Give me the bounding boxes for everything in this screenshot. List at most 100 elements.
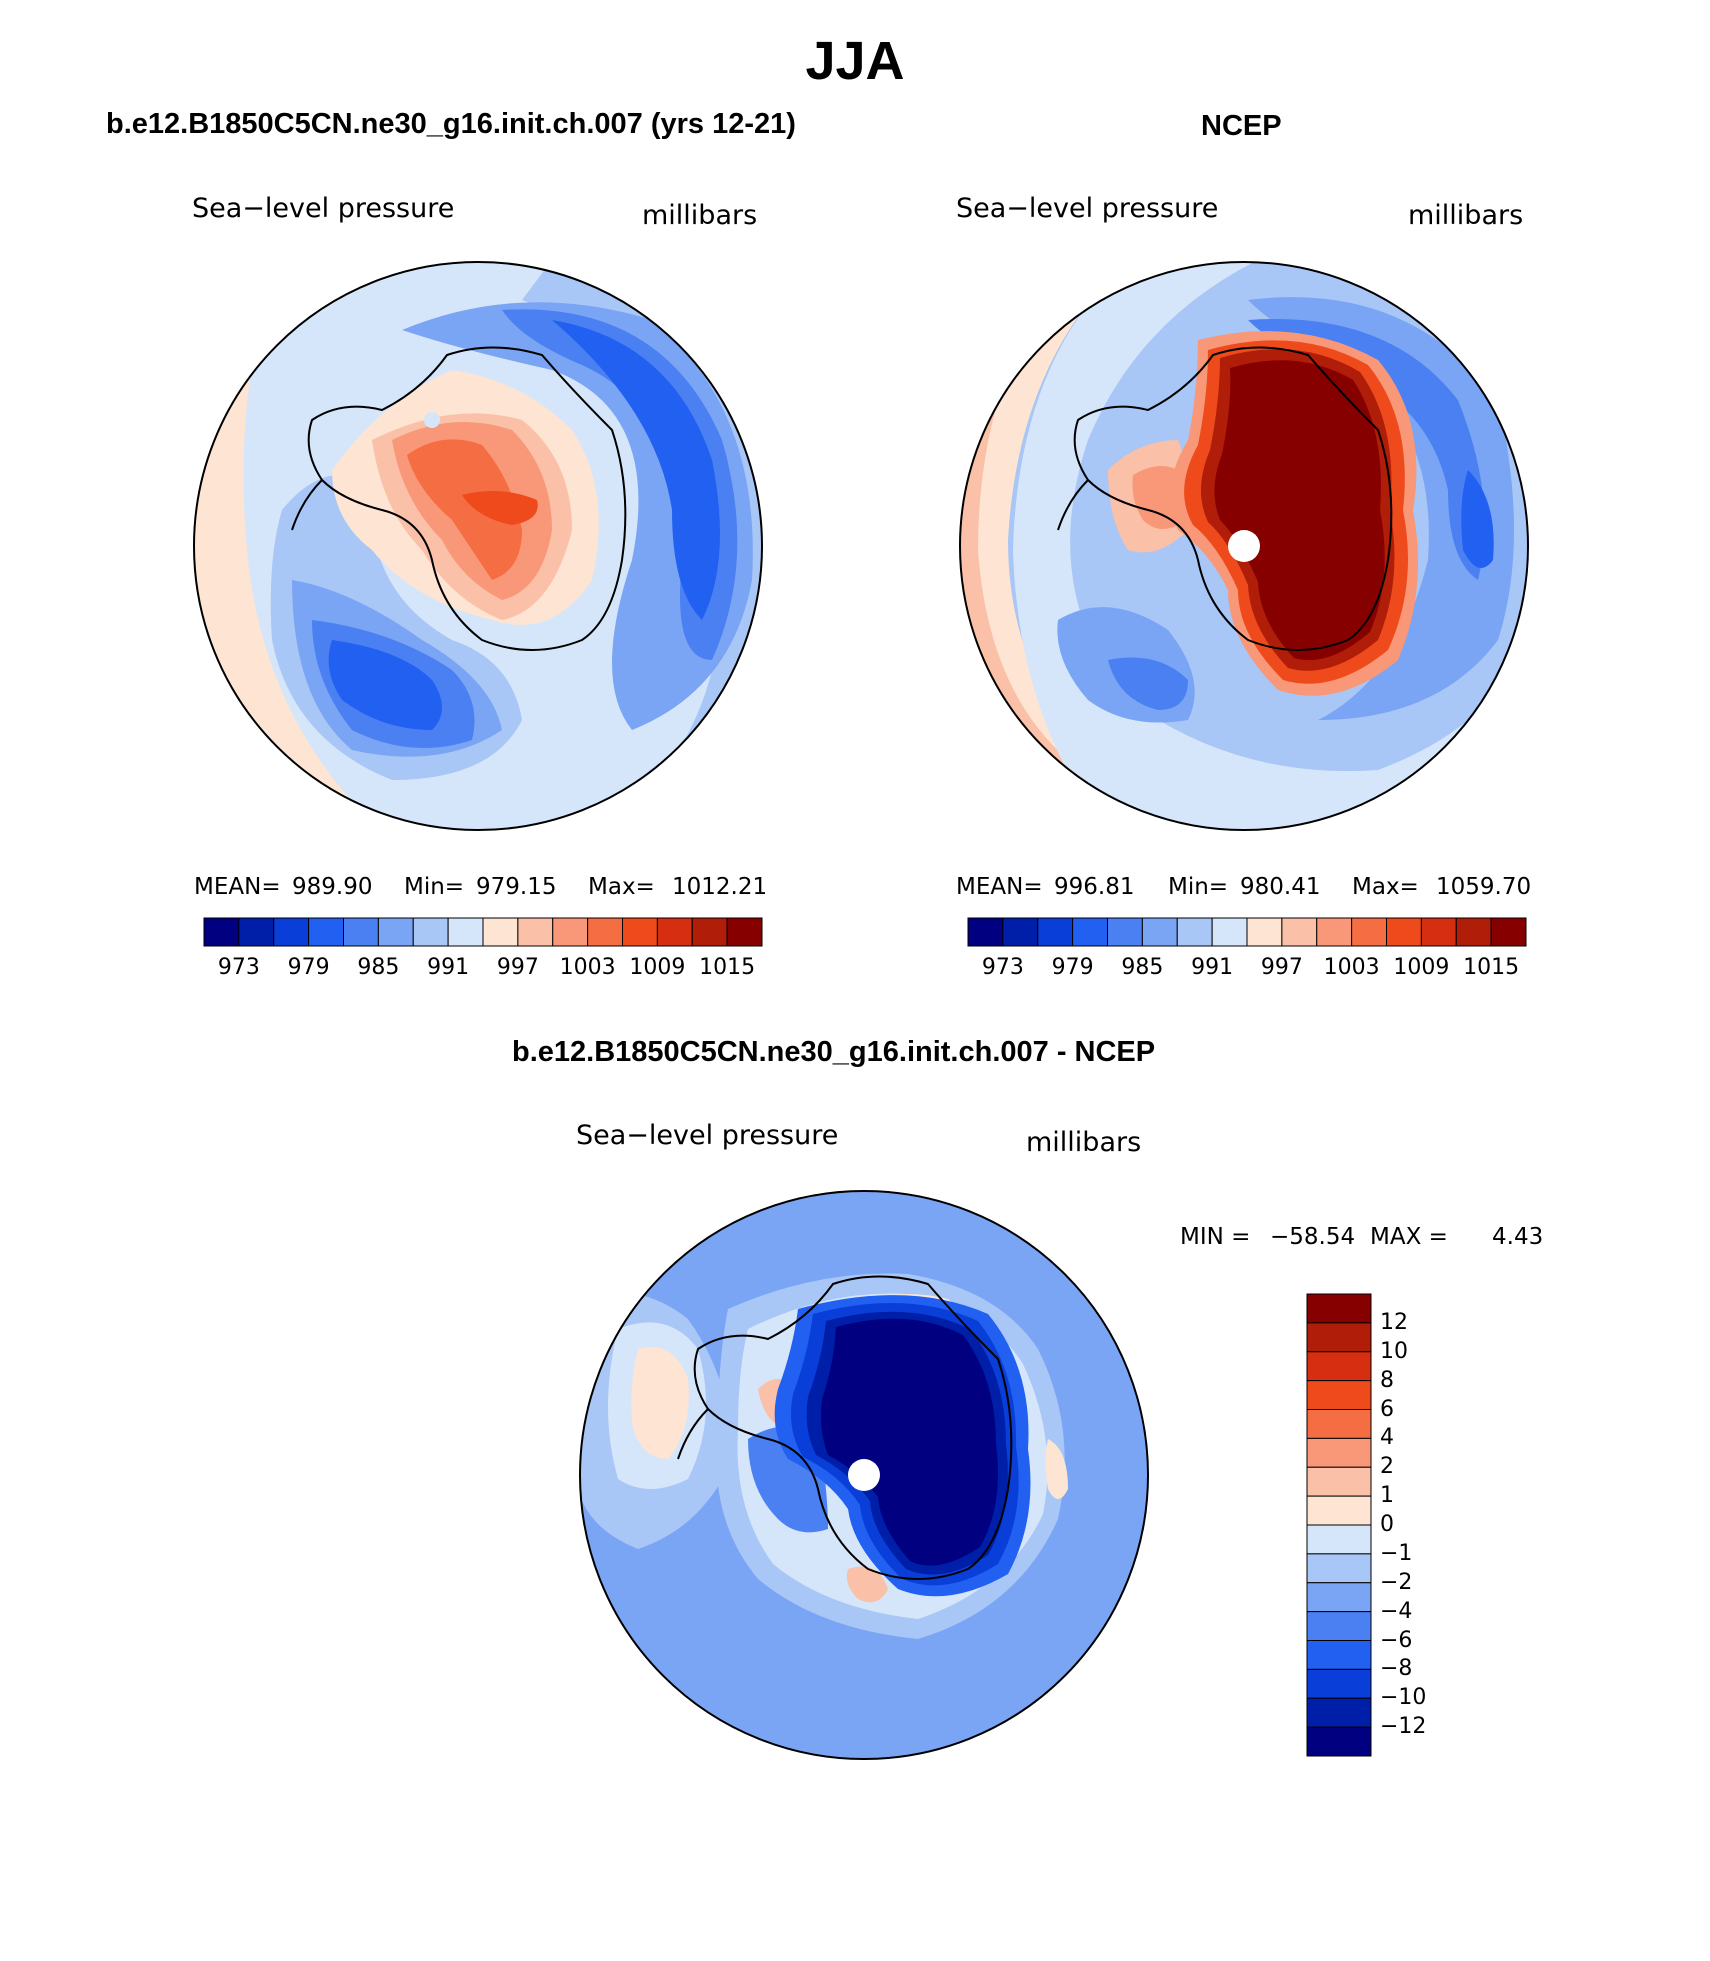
colorbar-tick-label: 997	[496, 955, 539, 980]
colorbar-swatch	[1306, 1380, 1372, 1410]
panel-model-stats-mean: 989.90	[292, 874, 373, 900]
panel-diff-stats-max-label: MAX =	[1370, 1224, 1448, 1250]
colorbar-swatch	[517, 917, 554, 947]
colorbar-tick-label: 0	[1380, 1512, 1394, 1537]
colorbar-swatch	[1176, 917, 1213, 947]
colorbar-swatch	[1306, 1553, 1372, 1584]
panel-model-stats-min: 979.15	[476, 874, 557, 900]
colorbar-swatch	[1306, 1697, 1372, 1728]
colorbar-swatch	[377, 917, 414, 947]
colorbar-tick-label: 1009	[1393, 955, 1450, 980]
colorbar-tick-label: 985	[1121, 955, 1164, 980]
panel-obs-colorbar	[967, 917, 1527, 947]
panel-diff-title: b.e12.B1850C5CN.ne30_g16.init.ch.007 - N…	[512, 1036, 1156, 1068]
colorbar-swatch	[1306, 1668, 1372, 1699]
panel-obs-stats-max-label: Max=	[1352, 874, 1419, 900]
colorbar-swatch	[1107, 917, 1143, 947]
panel-obs-stats-min: 980.41	[1240, 874, 1321, 900]
colorbar-swatch	[622, 917, 658, 947]
colorbar-tick-label: −8	[1380, 1656, 1413, 1682]
colorbar-tick-label: 6	[1380, 1396, 1394, 1422]
colorbar-swatch	[1306, 1611, 1372, 1641]
colorbar-swatch	[1306, 1640, 1372, 1670]
colorbar-tick-label: −6	[1380, 1627, 1413, 1653]
colorbar-tick-label: 1015	[699, 955, 756, 980]
panel-diff-stats-max: 4.43	[1492, 1224, 1544, 1250]
colorbar-swatch	[1306, 1293, 1372, 1324]
colorbar-tick-label: 2	[1380, 1454, 1394, 1480]
figure-title: JJA	[805, 31, 905, 91]
colorbar-tick-label: 10	[1380, 1338, 1408, 1364]
colorbar-tick-label: 4	[1380, 1425, 1394, 1451]
colorbar-swatch	[1306, 1582, 1372, 1613]
colorbar-swatch	[273, 917, 310, 947]
colorbar-swatch	[412, 917, 449, 947]
colorbar-swatch	[1455, 917, 1492, 947]
panel-diff-stats-min: −58.54	[1270, 1224, 1356, 1250]
panel-model-colorbar	[203, 917, 763, 947]
colorbar-swatch	[587, 917, 623, 947]
panel-diff-variable-label: Sea−level pressure	[576, 1120, 839, 1151]
colorbar-swatch	[1490, 917, 1527, 947]
panel-model-variable-label: Sea−level pressure	[192, 193, 455, 224]
colorbar-swatch	[691, 917, 728, 947]
colorbar-swatch	[1306, 1524, 1372, 1555]
panel-obs-stats-max: 1059.70	[1436, 874, 1532, 900]
colorbar-tick-label: −10	[1380, 1685, 1427, 1711]
panel-obs-stats-min-label: Min=	[1168, 874, 1229, 900]
colorbar-swatch	[1002, 917, 1039, 947]
colorbar-swatch	[203, 917, 240, 947]
panel-obs-variable-label: Sea−level pressure	[956, 193, 1219, 224]
colorbar-tick-label: 1009	[629, 955, 686, 980]
colorbar-tick-label: −4	[1380, 1598, 1413, 1624]
panel-model-polar-map	[193, 261, 763, 831]
colorbar-swatch	[1306, 1322, 1372, 1353]
colorbar-tick-label: 973	[981, 955, 1024, 980]
colorbar-tick-label: 985	[357, 955, 400, 980]
colorbar-tick-label: 997	[1260, 955, 1303, 980]
colorbar-swatch	[1246, 917, 1283, 947]
colorbar-tick-label: 1003	[1323, 955, 1380, 980]
colorbar-swatch	[1306, 1726, 1372, 1757]
panel-model-stats-max: 1012.21	[672, 874, 768, 900]
colorbar-swatch	[726, 917, 763, 947]
panel-obs-units-label: millibars	[1408, 200, 1524, 231]
colorbar-swatch	[1072, 917, 1108, 947]
colorbar-tick-label: 8	[1380, 1367, 1394, 1393]
panel-model-stats-mean-label: MEAN=	[194, 874, 281, 900]
colorbar-tick-label: −2	[1380, 1569, 1413, 1595]
panel-obs-stats-mean: 996.81	[1054, 874, 1135, 900]
colorbar-tick-label: −1	[1380, 1540, 1413, 1566]
panel-diff-polar-map	[579, 1190, 1149, 1760]
panel-obs-polar-map	[959, 261, 1529, 831]
panel-diff-units-label: millibars	[1026, 1127, 1142, 1158]
colorbar-swatch	[1316, 917, 1353, 947]
panel-diff-stats-min-label: MIN =	[1180, 1224, 1251, 1250]
colorbar-swatch	[1037, 917, 1074, 947]
colorbar-tick-label: 1003	[559, 955, 616, 980]
colorbar-swatch	[447, 917, 484, 947]
colorbar-swatch	[1351, 917, 1387, 947]
colorbar-swatch	[1420, 917, 1457, 947]
panel-obs-stats-mean-label: MEAN=	[956, 874, 1043, 900]
colorbar-tick-label: 12	[1380, 1309, 1408, 1335]
colorbar-tick-label: 973	[217, 955, 260, 980]
panel-model-stats-max-label: Max=	[588, 874, 655, 900]
colorbar-swatch	[308, 917, 344, 947]
colorbar-swatch	[1141, 917, 1178, 947]
colorbar-tick-label: 1	[1380, 1483, 1394, 1509]
panel-model-stats-min-label: Min=	[404, 874, 465, 900]
colorbar-swatch	[482, 917, 519, 947]
colorbar-swatch	[343, 917, 379, 947]
colorbar-swatch	[1306, 1409, 1372, 1439]
colorbar-tick-label: 1015	[1463, 955, 1520, 980]
colorbar-swatch	[552, 917, 589, 947]
colorbar-swatch	[1306, 1495, 1372, 1526]
colorbar-tick-label: 979	[287, 955, 330, 980]
panel-diff-colorbar	[1306, 1293, 1372, 1757]
colorbar-swatch	[1281, 917, 1318, 947]
colorbar-swatch	[1211, 917, 1248, 947]
panel-model-title: b.e12.B1850C5CN.ne30_g16.init.ch.007 (yr…	[106, 108, 796, 140]
colorbar-swatch	[1306, 1466, 1372, 1497]
colorbar-swatch	[967, 917, 1004, 947]
